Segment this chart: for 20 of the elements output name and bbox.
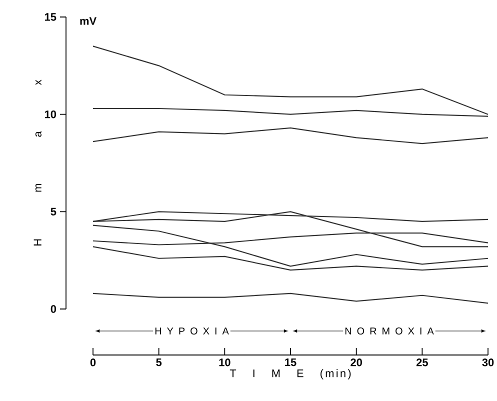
- line-series: [92, 127, 489, 144]
- x-tick-label: 20: [350, 358, 362, 366]
- x-tick-label: 15: [285, 358, 296, 366]
- x-tick-label: 5: [156, 358, 162, 366]
- line-series: [92, 246, 489, 271]
- y-tick-label: 15: [44, 13, 56, 21]
- text: H Y P O X I A: [155, 327, 229, 335]
- text: Hmax: [34, 80, 42, 246]
- x-tick-label: 30: [482, 358, 494, 366]
- x-axis-title: T I M E (min): [230, 369, 351, 380]
- x-tick-label: 10: [219, 358, 230, 366]
- y-tick-label: 5: [50, 208, 56, 216]
- x-tick-label: 25: [416, 358, 428, 366]
- y-tick-label: 0: [50, 305, 56, 313]
- y-tick-label: 10: [44, 110, 56, 118]
- x-tick-label: 0: [90, 358, 96, 366]
- text: N O R M O X I A: [345, 327, 434, 335]
- line-series: [92, 292, 489, 304]
- line-series: [92, 224, 489, 267]
- annotation: mV: [80, 17, 97, 25]
